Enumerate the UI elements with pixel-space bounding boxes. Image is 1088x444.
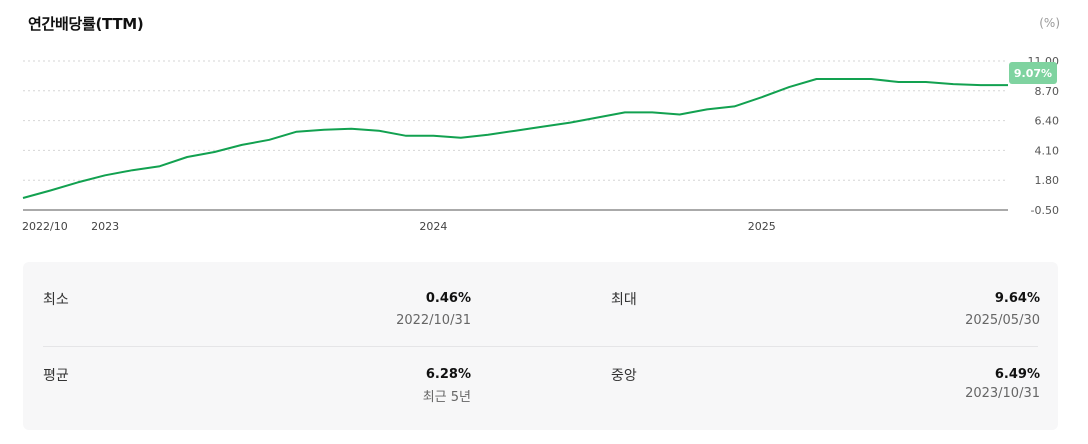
stats-divider bbox=[43, 346, 1038, 347]
unit-label: (%) bbox=[1039, 16, 1060, 30]
y-tick-label: -0.50 bbox=[1031, 204, 1059, 217]
stat-median-label: 중앙 bbox=[611, 368, 637, 384]
stat-max-value: 9.64% bbox=[994, 291, 1040, 306]
stat-max-label: 최대 bbox=[611, 292, 637, 308]
x-tick-label: 2025 bbox=[748, 220, 776, 233]
y-tick-label: 4.10 bbox=[1035, 144, 1060, 157]
stat-median-date: 2023/10/31 bbox=[965, 386, 1040, 401]
stat-max-date: 2025/05/30 bbox=[965, 313, 1040, 328]
x-tick-label: 2024 bbox=[419, 220, 447, 233]
stat-min-value: 0.46% bbox=[425, 291, 471, 306]
stat-avg-value: 6.28% bbox=[425, 367, 471, 382]
current-value-label: 9.07% bbox=[1014, 67, 1052, 80]
x-tick-label: 2023 bbox=[91, 220, 119, 233]
current-value-badge: 9.07% bbox=[1009, 62, 1057, 84]
series-line bbox=[22, 78, 1008, 199]
stat-min-label: 최소 bbox=[43, 292, 69, 308]
stats-panel: 최소 0.46% 2022/10/31 최대 9.64% 2025/05/30 … bbox=[23, 262, 1058, 430]
y-tick-label: 1.80 bbox=[1035, 174, 1060, 187]
stat-min-date: 2022/10/31 bbox=[396, 313, 471, 328]
stat-avg-period: 최근 5년 bbox=[422, 390, 471, 405]
y-tick-label: 6.40 bbox=[1035, 115, 1060, 128]
chart-title: 연간배당률(TTM) bbox=[28, 15, 144, 33]
y-tick-label: 8.70 bbox=[1035, 85, 1060, 98]
stat-avg-label: 평균 bbox=[43, 368, 69, 384]
x-tick-label: 2022/10 bbox=[22, 220, 68, 233]
stat-median-value: 6.49% bbox=[994, 367, 1040, 382]
